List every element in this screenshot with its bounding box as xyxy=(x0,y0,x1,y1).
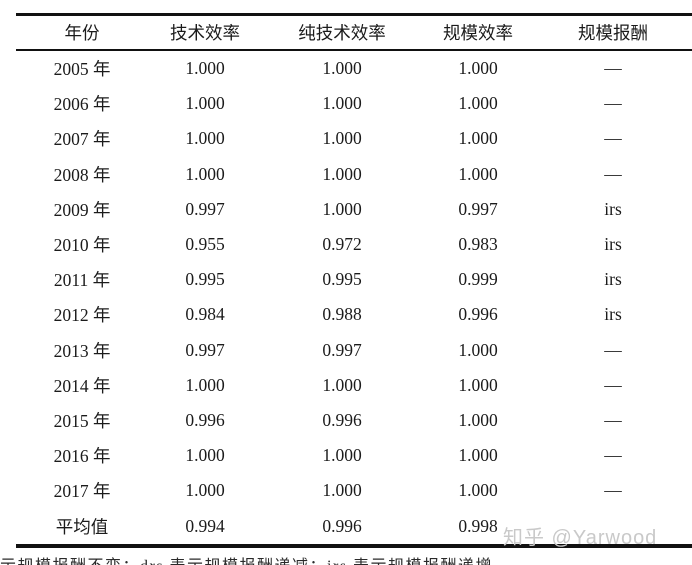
table-row: 2007 年 1.000 1.000 1.000 — xyxy=(16,121,692,156)
pure-technical-efficiency-cell: 1.000 xyxy=(322,93,362,114)
table-header-row: 年份 技术效率 纯技术效率 规模效率 规模报酬 xyxy=(16,13,692,51)
year-cell: 2007 年 xyxy=(53,129,111,150)
pure-technical-efficiency-cell: 1.000 xyxy=(322,163,362,184)
pure-technical-efficiency-cell: 0.988 xyxy=(322,304,362,325)
year-cell: 2009 年 xyxy=(53,199,111,220)
technical-efficiency-cell: 1.000 xyxy=(185,93,225,114)
technical-efficiency-cell: 1.000 xyxy=(185,480,225,501)
year-cell: 2013 年 xyxy=(53,340,111,361)
technical-efficiency-cell: 0.994 xyxy=(185,515,225,536)
column-header-scale-efficiency-cell: 规模效率 xyxy=(443,23,513,43)
pure-technical-efficiency-cell: 1.000 xyxy=(322,128,362,149)
scale-efficiency-cell: 0.997 xyxy=(458,198,498,219)
scale-efficiency-cell: 1.000 xyxy=(458,93,498,114)
year-cell: 平均值 xyxy=(55,516,109,537)
pure-technical-efficiency-cell: 1.000 xyxy=(322,198,362,219)
column-header-returns-to-scale-cell: 规模报酬 xyxy=(578,23,648,43)
year-cell: 2014 年 xyxy=(53,375,111,396)
pure-technical-efficiency-cell: 1.000 xyxy=(322,58,362,79)
scale-efficiency-cell: 1.000 xyxy=(458,128,498,149)
returns-to-scale-cell: irs xyxy=(604,198,622,219)
table-footnote-clipped: 示规模报酬不变；drs 表示规模报酬递减；irs 表示规模报酬递增 xyxy=(0,552,493,565)
pure-technical-efficiency-cell: 1.000 xyxy=(322,374,362,395)
year-cell: 2006 年 xyxy=(53,94,111,115)
year-cell: 2012 年 xyxy=(53,305,111,326)
table-row: 2014 年 1.000 1.000 1.000 — xyxy=(16,368,692,403)
technical-efficiency-cell: 1.000 xyxy=(185,163,225,184)
returns-to-scale-cell: — xyxy=(604,163,622,184)
year-cell: 2005 年 xyxy=(53,59,111,80)
returns-to-scale-cell: — xyxy=(604,339,622,360)
column-header-technical-efficiency-cell: 技术效率 xyxy=(170,23,240,43)
table-row: 2008 年 1.000 1.000 1.000 — xyxy=(16,157,692,192)
technical-efficiency-cell: 1.000 xyxy=(185,445,225,466)
column-header-pure-technical-efficiency-cell: 纯技术效率 xyxy=(298,23,386,43)
table-row: 2015 年 0.996 0.996 1.000 — xyxy=(16,403,692,438)
scale-efficiency-cell: 1.000 xyxy=(458,163,498,184)
scale-efficiency-cell: 1.000 xyxy=(458,409,498,430)
table-row: 2017 年 1.000 1.000 1.000 — xyxy=(16,473,692,508)
table-row: 2005 年 1.000 1.000 1.000 — xyxy=(16,51,692,86)
returns-to-scale-cell: — xyxy=(604,480,622,501)
technical-efficiency-cell: 1.000 xyxy=(185,58,225,79)
technical-efficiency-cell: 1.000 xyxy=(185,128,225,149)
table-row: 平均值 0.994 0.996 0.998 xyxy=(16,508,692,543)
year-cell: 2015 年 xyxy=(53,410,111,431)
year-cell: 2011 年 xyxy=(53,270,111,291)
scale-efficiency-cell: 1.000 xyxy=(458,445,498,466)
pure-technical-efficiency-cell: 0.997 xyxy=(322,339,362,360)
scale-efficiency-cell: 1.000 xyxy=(458,374,498,395)
year-cell: 2010 年 xyxy=(53,235,111,256)
scale-efficiency-cell: 0.996 xyxy=(458,304,498,325)
returns-to-scale-cell: irs xyxy=(604,269,622,290)
scale-efficiency-cell: 1.000 xyxy=(458,480,498,501)
returns-to-scale-cell: irs xyxy=(604,234,622,255)
returns-to-scale-cell: — xyxy=(604,93,622,114)
pure-technical-efficiency-cell: 0.972 xyxy=(322,234,362,255)
returns-to-scale-cell: irs xyxy=(604,304,622,325)
technical-efficiency-cell: 0.996 xyxy=(185,409,225,430)
pure-technical-efficiency-cell: 0.995 xyxy=(322,269,362,290)
table-body: 2005 年 1.000 1.000 1.000 — 2006 年 1.000 1.000 1.… xyxy=(16,51,692,548)
zhihu-watermark: 知乎 @Yarwood xyxy=(503,527,658,549)
technical-efficiency-cell: 0.995 xyxy=(185,269,225,290)
returns-to-scale-cell: — xyxy=(604,58,622,79)
scale-efficiency-cell: 1.000 xyxy=(458,339,498,360)
year-cell: 2016 年 xyxy=(53,446,111,467)
technical-efficiency-cell: 0.997 xyxy=(185,339,225,360)
table-row: 2012 年 0.984 0.988 0.996 irs xyxy=(16,297,692,332)
year-cell: 2008 年 xyxy=(53,164,111,185)
scale-efficiency-cell: 1.000 xyxy=(458,58,498,79)
table-row: 2011 年 0.995 0.995 0.999 irs xyxy=(16,262,692,297)
table-row: 2006 年 1.000 1.000 1.000 — xyxy=(16,86,692,121)
scale-efficiency-cell: 0.998 xyxy=(458,515,498,536)
scale-efficiency-cell: 0.999 xyxy=(458,269,498,290)
table-row: 2013 年 0.997 0.997 1.000 — xyxy=(16,333,692,368)
returns-to-scale-cell: — xyxy=(604,409,622,430)
returns-to-scale-cell: — xyxy=(604,374,622,395)
technical-efficiency-cell: 0.997 xyxy=(185,198,225,219)
column-header-year-cell: 年份 xyxy=(64,23,100,43)
returns-to-scale-cell: — xyxy=(604,445,622,466)
technical-efficiency-cell: 0.955 xyxy=(185,234,225,255)
scale-efficiency-cell: 0.983 xyxy=(458,234,498,255)
table-row: 2016 年 1.000 1.000 1.000 — xyxy=(16,438,692,473)
technical-efficiency-cell: 0.984 xyxy=(185,304,225,325)
year-cell: 2017 年 xyxy=(53,481,111,502)
pure-technical-efficiency-cell: 0.996 xyxy=(322,515,362,536)
pure-technical-efficiency-cell: 1.000 xyxy=(322,445,362,466)
pure-technical-efficiency-cell: 0.996 xyxy=(322,409,362,430)
technical-efficiency-cell: 1.000 xyxy=(185,374,225,395)
table-row: 2010 年 0.955 0.972 0.983 irs xyxy=(16,227,692,262)
returns-to-scale-cell: — xyxy=(604,128,622,149)
pure-technical-efficiency-cell: 1.000 xyxy=(322,480,362,501)
dea-efficiency-table: 年份 技术效率 纯技术效率 规模效率 规模报酬 2005 年 1.000 1.000 1.00… xyxy=(16,13,692,548)
table-row: 2009 年 0.997 1.000 0.997 irs xyxy=(16,192,692,227)
